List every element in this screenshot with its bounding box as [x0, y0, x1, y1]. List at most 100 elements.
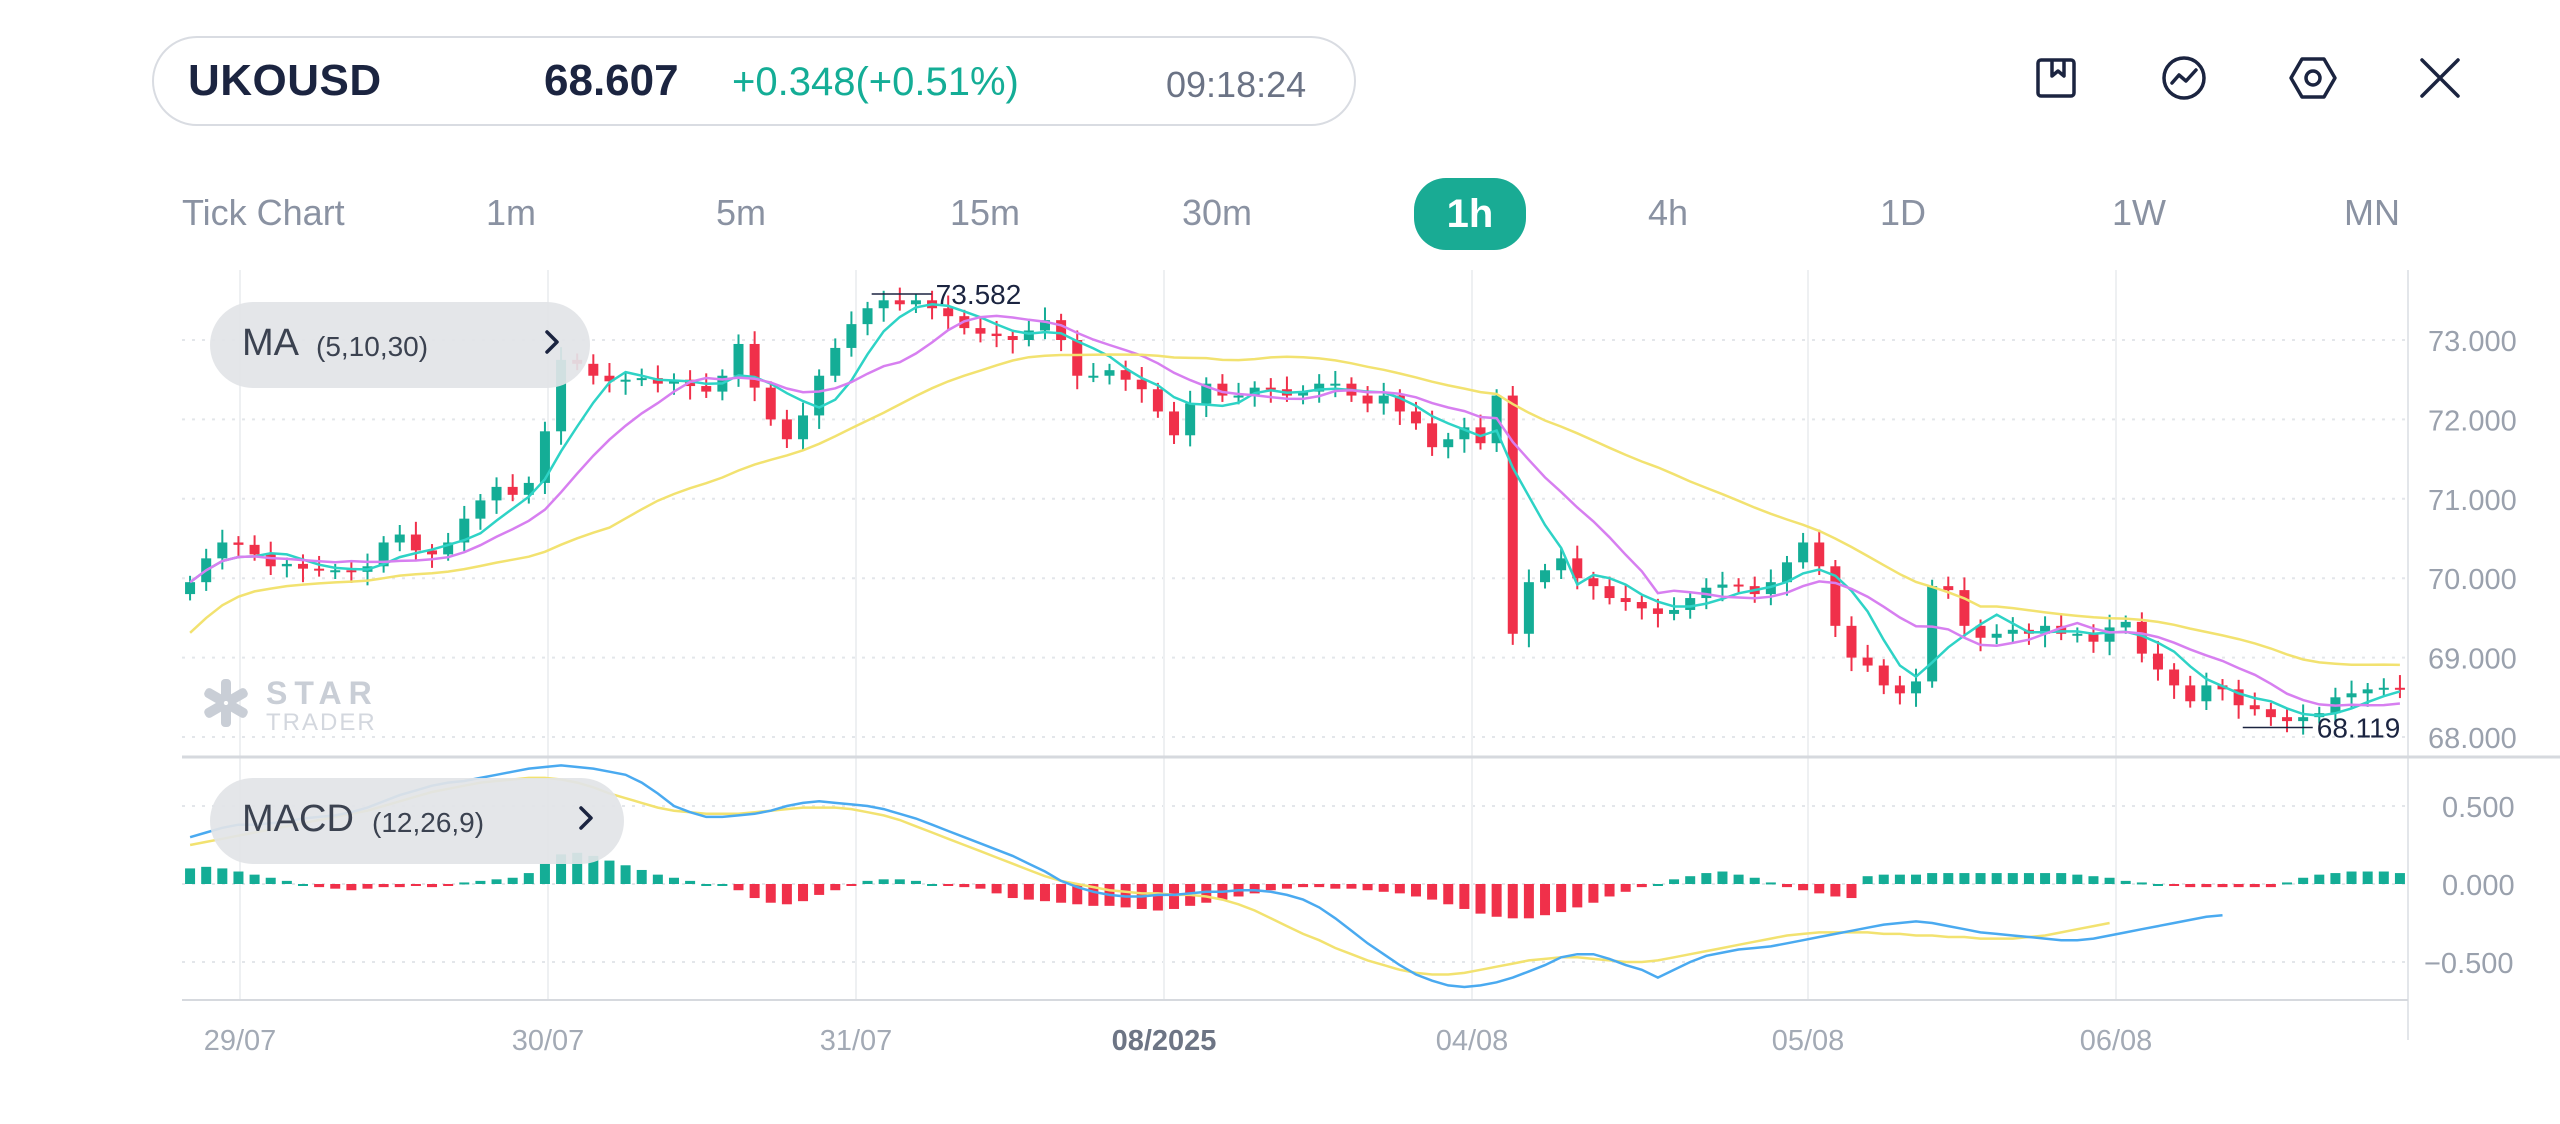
- macd-histogram-bar: [685, 880, 696, 884]
- macd-histogram-bar: [1604, 884, 1615, 897]
- macd-histogram-bar: [588, 855, 599, 884]
- candle-body: [1427, 423, 1438, 448]
- candle-body: [1249, 387, 1260, 396]
- candle-body: [1846, 625, 1857, 658]
- macd-histogram-bar: [1878, 874, 1889, 884]
- macd-histogram-bar: [443, 884, 454, 886]
- macd-histogram-bar: [830, 884, 841, 891]
- settings-hex-icon[interactable]: [2287, 52, 2339, 104]
- candle-body: [1265, 387, 1276, 390]
- close-icon[interactable]: [2414, 52, 2466, 104]
- candle-body: [604, 375, 615, 382]
- macd-histogram-bar: [1249, 884, 1260, 894]
- candle-body: [620, 379, 631, 382]
- candle-body: [2104, 627, 2115, 642]
- macd-histogram-bar: [330, 884, 341, 889]
- timeframe-1w[interactable]: 1W: [2112, 192, 2166, 233]
- candle-body: [1378, 395, 1389, 404]
- timeframe-tick[interactable]: Tick Chart: [182, 192, 345, 233]
- macd-histogram-bar: [2056, 873, 2067, 884]
- macd-histogram-bar: [1362, 884, 1373, 891]
- price-tick-label: 70.000: [2428, 564, 2517, 596]
- candle-body: [1959, 590, 1970, 626]
- candle-body: [636, 378, 647, 381]
- macd-histogram-bar: [427, 884, 438, 888]
- macd-indicator-name: MACD: [242, 798, 354, 840]
- timeframe-1d[interactable]: 1D: [1880, 192, 1927, 233]
- macd-histogram-bar: [2104, 877, 2115, 884]
- timeframe-30m[interactable]: 30m: [1182, 192, 1253, 233]
- candle-body: [1120, 370, 1131, 380]
- candle-body: [2007, 629, 2018, 634]
- timeframe-1h[interactable]: 1h: [1414, 178, 1526, 250]
- trend-line-icon[interactable]: [2158, 52, 2210, 104]
- macd-histogram-bar: [1152, 884, 1163, 911]
- macd-histogram-bar: [798, 884, 809, 902]
- candle-body: [1088, 375, 1099, 378]
- macd-histogram-bar: [910, 880, 921, 884]
- macd-histogram-bar: [2169, 884, 2180, 886]
- macd-histogram-bar: [894, 879, 905, 884]
- price-tick-label: 73.000: [2428, 326, 2517, 358]
- candle-body: [1652, 608, 1663, 614]
- symbol-name[interactable]: UKOUSD: [188, 56, 382, 105]
- ma-indicator-pill[interactable]: MA (5,10,30): [210, 302, 590, 388]
- candle-body: [2120, 621, 2131, 628]
- macd-histogram-bar: [1798, 884, 1809, 891]
- candle-body: [1669, 609, 1680, 614]
- candle-body: [2298, 717, 2309, 722]
- candle-body: [862, 308, 873, 325]
- bookmark-icon[interactable]: [2030, 52, 2082, 104]
- candle-body: [2362, 689, 2373, 694]
- macd-histogram-bar: [1023, 884, 1034, 900]
- macd-histogram-bar: [2298, 877, 2309, 884]
- macd-indicator-pill[interactable]: MACD (12,26,9): [210, 778, 624, 864]
- timeframe-4h[interactable]: 4h: [1648, 192, 1689, 233]
- ma10-line: [189, 314, 2401, 707]
- macd-histogram-bar: [1346, 884, 1357, 889]
- macd-histogram-bar: [2023, 873, 2034, 884]
- macd-histogram-bar: [620, 865, 631, 884]
- macd-histogram-bar: [1378, 884, 1389, 892]
- candle-body: [830, 347, 841, 376]
- macd-histogram-bar: [507, 877, 518, 884]
- timeframe-15m[interactable]: 15m: [950, 192, 1021, 233]
- timeframe-mn[interactable]: MN: [2344, 192, 2400, 233]
- candle-body: [1781, 562, 1792, 583]
- candle-body: [1136, 379, 1147, 390]
- candle-body: [2282, 717, 2293, 722]
- star-logo-arm: [204, 701, 226, 718]
- candle-body: [1104, 370, 1115, 376]
- star-logo-arm: [204, 688, 226, 705]
- watermark-line2: TRADER: [266, 709, 377, 736]
- candle-body: [1556, 558, 1567, 571]
- candle-body: [1717, 584, 1728, 588]
- macd-histogram-bar: [2201, 884, 2212, 888]
- candle-body: [556, 359, 567, 432]
- time-tick-label: 30/07: [512, 1025, 585, 1057]
- timeframe-1m[interactable]: 1m: [486, 192, 537, 233]
- macd-tick-label: −0.500: [2424, 948, 2514, 980]
- macd-histogram-bar: [2152, 884, 2163, 886]
- candle-body: [1314, 383, 1325, 392]
- macd-histogram-bar: [814, 884, 825, 895]
- candle-body: [1233, 395, 1244, 398]
- candle-body: [2233, 689, 2244, 706]
- timeframe-5m[interactable]: 5m: [716, 192, 767, 233]
- candle-body: [459, 518, 470, 543]
- candle-body: [314, 568, 325, 571]
- ma-indicator-params: (5,10,30): [316, 331, 429, 362]
- candle-body: [2394, 687, 2405, 690]
- candle-body: [1604, 586, 1615, 599]
- candle-body: [2152, 653, 2163, 670]
- macd-histogram-bar: [2394, 873, 2405, 884]
- candle-body: [1814, 542, 1825, 567]
- macd-histogram-bar: [1959, 873, 1970, 884]
- macd-histogram-bar: [2040, 873, 2051, 884]
- time-tick-label: 31/07: [820, 1025, 893, 1057]
- candle-body: [1169, 411, 1180, 436]
- macd-histogram-bar: [1717, 871, 1728, 884]
- candle-body: [217, 542, 228, 559]
- macd-histogram-bar: [314, 884, 325, 888]
